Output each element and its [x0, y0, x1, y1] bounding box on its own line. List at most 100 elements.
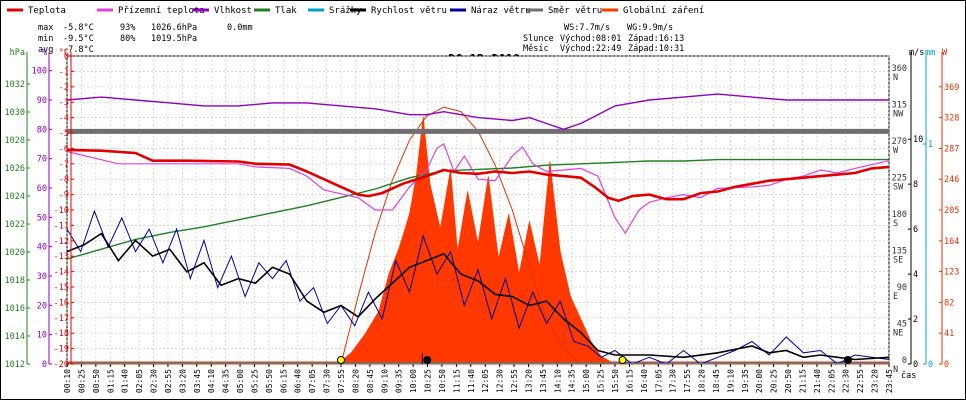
direction-tick-label-2: 90: [897, 283, 907, 293]
x-tick-label-51: 21:15: [798, 369, 807, 393]
wind-speed-tick-label-1: 2: [913, 315, 918, 325]
wind-speed-unit: m/s: [909, 48, 924, 58]
moonset-marker: [423, 356, 432, 364]
legend-label-1: Přízemní teplota: [118, 6, 205, 16]
wind-speed-tick-label-5: 10: [913, 135, 923, 145]
radiation-unit: W: [942, 48, 948, 58]
radiation-tick-label-5: 205: [944, 206, 959, 216]
stat-sun-label: Slunce: [523, 34, 554, 44]
direction-tick-name-1: NE: [893, 329, 903, 339]
temperature-tick-label-14: -6: [59, 144, 69, 154]
direction-tick-label-0: 0: [902, 356, 907, 366]
temperature-tick-label-6: -14: [54, 268, 69, 278]
radiation-tick-label-7: 287: [944, 144, 959, 154]
temperature-tick-label-8: -12: [54, 237, 69, 247]
direction-tick-label-5: 225: [892, 174, 907, 184]
x-tick-label-40: 16:40: [640, 369, 649, 393]
x-tick-label-26: 10:50: [438, 369, 447, 393]
x-tick-label-9: 03:45: [193, 369, 202, 393]
direction-tick-name-5: SW: [893, 183, 904, 193]
x-tick-label-12: 05:00: [236, 369, 245, 393]
wind-gust-line: [66, 209, 890, 365]
x-tick-label-48: 20:00: [755, 369, 764, 393]
x-tick-label-43: 17:55: [683, 369, 692, 393]
direction-tick-name-7: NW: [893, 110, 904, 120]
x-tick-label-54: 22:30: [842, 369, 851, 393]
direction-tick-label-8: 360: [892, 64, 907, 74]
humidity-tick-label-8: 80: [37, 125, 47, 135]
temperature-tick-label-2: -18: [54, 329, 69, 339]
humidity-tick-label-5: 50: [37, 213, 47, 223]
temperature-tick-label-0: -20: [54, 360, 69, 370]
plot-area: [66, 93, 890, 365]
radiation-tick-label-8: 328: [944, 114, 959, 124]
x-tick-label-28: 11:40: [467, 369, 476, 393]
stat-min-hum: 80%: [120, 34, 135, 44]
x-tick-label-50: 20:50: [784, 369, 793, 393]
temperature-tick-label-9: -11: [54, 221, 69, 231]
x-tick-label-36: 15:00: [582, 369, 591, 393]
x-tick-label-8: 03:20: [178, 369, 187, 393]
humidity-tick-label-7: 70: [37, 155, 47, 165]
x-tick-label-45: 18:45: [712, 369, 721, 393]
x-tick-label-25: 10:25: [424, 369, 433, 393]
temperature-tick-label-7: -13: [54, 252, 69, 262]
x-tick-label-7: 02:55: [164, 369, 173, 393]
stats-panel: max -5.8°C 93% 1026.6hPa 0.0mm min -9.5°…: [38, 23, 684, 55]
radiation-tick-label-6: 246: [944, 175, 959, 185]
x-tick-label-14: 05:50: [265, 369, 274, 393]
wind-speed-tick-label-0: 0: [913, 360, 918, 370]
stat-min-temp: -9.5°C: [63, 34, 94, 44]
radiation-tick-label-2: 82: [944, 298, 954, 308]
pressure-tick-label-7: 1026: [5, 164, 25, 174]
legend-label-0: Teplota: [28, 6, 66, 16]
direction-tick-name-3: SE: [893, 256, 903, 266]
stat-avg-label: avg: [38, 45, 53, 55]
radiation-tick-label-9: 369: [944, 83, 959, 93]
legend-label-5: Rychlost větru: [371, 6, 447, 16]
direction-tick-label-6: 270: [892, 137, 907, 147]
temperature-tick-label-16: -4: [59, 114, 69, 124]
x-tick-label-34: 14:10: [553, 369, 562, 393]
x-tick-label-33: 13:45: [539, 369, 548, 393]
x-tick-label-57: 23:45: [885, 369, 894, 393]
temperature-unit: °C: [59, 48, 69, 58]
stat-avg-temp: -7.8°C: [63, 45, 94, 55]
radiation-tick-label-1: 41: [944, 329, 954, 339]
legend-label-2: Vlhkost: [214, 6, 252, 16]
radiation-max-line: [340, 106, 582, 365]
humidity-line: [66, 93, 889, 131]
x-tick-label-6: 02:30: [150, 369, 159, 393]
rain-tick-label-1: 1: [928, 140, 933, 150]
temperature-tick-label-19: -1: [59, 67, 69, 77]
x-tick-label-29: 12:05: [481, 369, 490, 393]
stat-sun-set: Západ:16:13: [628, 34, 684, 44]
stat-sun-rise: Východ:08:01: [560, 34, 621, 44]
temperature-tick-label-15: -5: [59, 129, 69, 139]
radiation-tick-label-0: 0: [944, 360, 949, 370]
pressure-tick-label-9: 1030: [5, 108, 25, 118]
direction-tick-name-8: N: [893, 73, 898, 83]
direction-tick-name-0: N: [893, 365, 898, 375]
direction-tick-label-3: 135: [892, 247, 907, 257]
ground-temperature-line: [66, 142, 890, 235]
temperature-tick-label-12: -8: [59, 175, 69, 185]
x-tick-label-1: 00:25: [77, 369, 86, 393]
stat-min-label: min: [38, 34, 53, 44]
stat-moon-set: Západ:10:31: [628, 44, 684, 54]
pressure-unit: hPa: [10, 48, 25, 58]
humidity-tick-label-1: 10: [37, 331, 47, 341]
temperature-tick-label-11: -9: [59, 191, 69, 201]
wind-speed-tick-label-2: 4: [913, 270, 918, 280]
stat-max-label: max: [38, 23, 53, 33]
stat-wind-gust: WG:9.9m/s: [627, 23, 673, 33]
humidity-tick-label-9: 90: [37, 96, 47, 106]
pressure-tick-label-0: 1012: [5, 360, 25, 370]
x-tick-label-21: 08:45: [366, 369, 375, 393]
legend-label-8: Globální záření: [623, 6, 704, 16]
pressure-tick-label-6: 1024: [5, 192, 25, 202]
humidity-tick-label-10: 100: [32, 67, 47, 77]
stat-min-press: 1019.5hPa: [151, 34, 197, 44]
sunrise-marker: [337, 356, 345, 364]
